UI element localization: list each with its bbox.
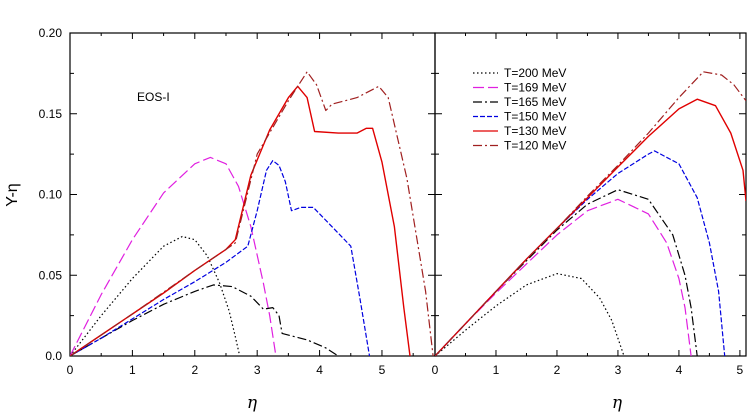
x-tick-label: 2 bbox=[554, 363, 561, 377]
y-tick-label: 0.10 bbox=[39, 188, 63, 202]
chart-text: Y-η η η EOS-I bbox=[4, 90, 623, 413]
series-line bbox=[435, 189, 698, 356]
plot-frame-0 bbox=[69, 32, 436, 357]
plot-frames: 0 1 2 3 4 5 0.0 0.05 0.10 0.15 0.20 0 1 2 3 4 5 bbox=[39, 26, 747, 377]
x-tick-label: 1 bbox=[493, 363, 500, 377]
y-tick-label: 0.20 bbox=[39, 26, 63, 40]
legend-label: T=169 MeV bbox=[504, 81, 566, 95]
legend-label: T=200 MeV bbox=[504, 66, 566, 80]
series-line bbox=[70, 284, 339, 356]
series-line bbox=[435, 98, 746, 356]
y-axis-title: Y-η bbox=[4, 183, 21, 206]
series-line bbox=[435, 198, 692, 356]
x-tick-label: 2 bbox=[191, 363, 198, 377]
x-axis-title-right: η bbox=[612, 393, 623, 413]
series-line bbox=[70, 156, 277, 356]
x-tick-label: 5 bbox=[379, 363, 386, 377]
series-line bbox=[435, 150, 726, 356]
legend-label: T=165 MeV bbox=[504, 95, 566, 109]
y-tick-label: 0.15 bbox=[39, 107, 63, 121]
x-tick-label: 4 bbox=[676, 363, 683, 377]
x-tick-label: 0 bbox=[432, 363, 439, 377]
x-tick-label: 5 bbox=[737, 363, 744, 377]
x-tick-label: 0 bbox=[67, 363, 74, 377]
series-line bbox=[70, 71, 434, 356]
series-line bbox=[435, 71, 746, 356]
series-lines bbox=[70, 71, 746, 356]
series-line bbox=[70, 85, 411, 356]
legend-label: T=120 MeV bbox=[504, 139, 566, 153]
y-tick-label: 0.0 bbox=[45, 349, 62, 363]
series-line bbox=[70, 160, 371, 356]
eos-annotation: EOS-I bbox=[137, 90, 170, 104]
x-tick-label: 3 bbox=[254, 363, 261, 377]
legend-label: T=150 MeV bbox=[504, 110, 566, 124]
y-tick-label: 0.05 bbox=[39, 268, 63, 282]
legend-label: T=130 MeV bbox=[504, 124, 566, 138]
series-line bbox=[435, 273, 625, 356]
x-axis-title-left: η bbox=[247, 393, 258, 413]
x-tick-label: 1 bbox=[129, 363, 136, 377]
x-tick-label: 3 bbox=[615, 363, 622, 377]
x-tick-label: 4 bbox=[316, 363, 323, 377]
